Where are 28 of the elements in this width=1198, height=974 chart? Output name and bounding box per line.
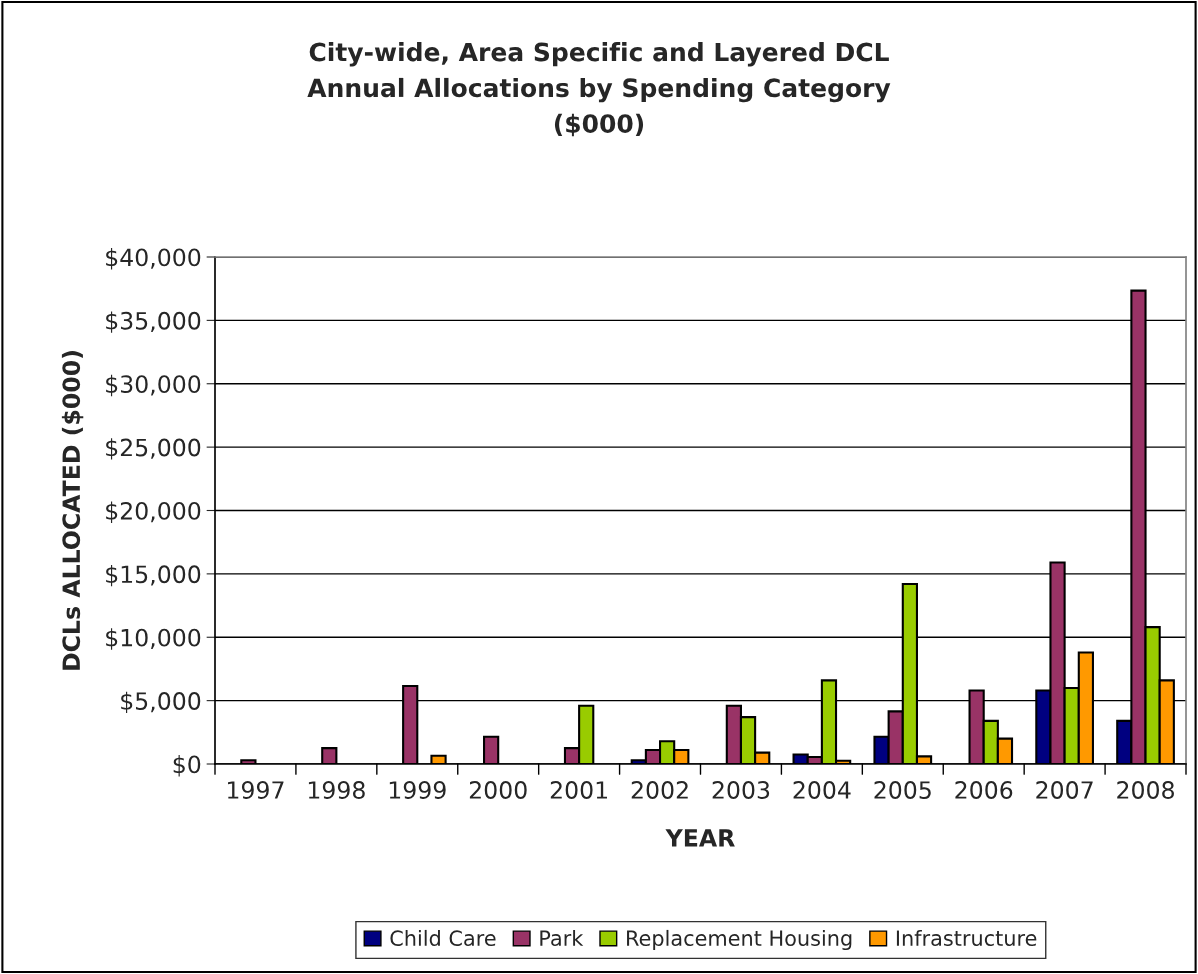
legend-label: Infrastructure: [896, 929, 1037, 947]
x-tick-label: 2004: [793, 781, 851, 799]
x-tick-label: 2002: [631, 781, 688, 799]
y-tick-label: $15,000: [106, 564, 201, 587]
y-tick-label: $5,000: [121, 691, 201, 714]
y-tick-label: $0: [173, 755, 201, 777]
legend-label: Replacement Housing: [627, 929, 852, 951]
y-tick-label: $30,000: [106, 374, 201, 397]
x-tick-label: 1997: [228, 781, 284, 799]
legend-label: Child Care: [390, 929, 496, 947]
x-tick-label: 2008: [1117, 781, 1174, 799]
x-tick-label: 2006: [955, 781, 1013, 799]
y-tick-label: $20,000: [106, 501, 201, 523]
x-tick-label: 2001: [550, 781, 607, 799]
x-tick-label: 1998: [308, 781, 365, 799]
x-tick-label: 2000: [469, 781, 527, 799]
y-tick-label: $35,000: [106, 311, 201, 333]
x-tick-label: 2003: [712, 781, 770, 799]
legend-label: Park: [540, 929, 584, 947]
x-tick-label: 2007: [1036, 781, 1093, 799]
x-tick-label: 1999: [389, 781, 446, 799]
y-axis-title: DCLs ALLOCATED ($000): [61, 351, 84, 670]
x-axis-title: YEAR: [665, 829, 735, 847]
chart-title: City-wide, Area Specific and Layered DCL Annual Allocations by Spending Category ($000): [307, 42, 891, 137]
x-tick-label: 2005: [874, 781, 931, 799]
y-tick-label: $40,000: [106, 248, 201, 270]
y-tick-label: $10,000: [106, 628, 201, 650]
y-tick-label: $25,000: [106, 438, 201, 460]
